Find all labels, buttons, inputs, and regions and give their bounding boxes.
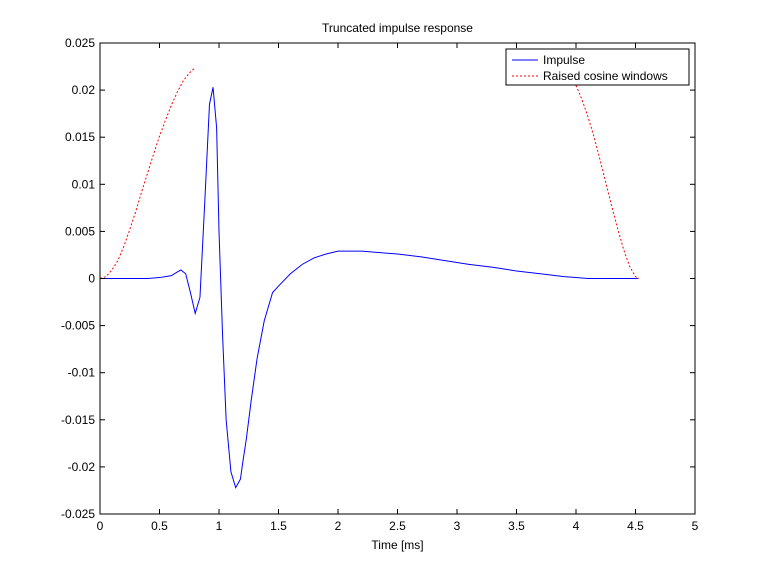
legend-label-raised-cosine-windows: Raised cosine windows — [543, 69, 668, 83]
series-layer — [99, 67, 640, 489]
series-raised-cosine-windows-line-2 — [575, 85, 640, 279]
x-tick-label: 2 — [335, 519, 342, 533]
x-tick-label: 3.5 — [508, 519, 525, 533]
y-tick-label: 0.025 — [65, 36, 95, 50]
legend-box — [505, 48, 690, 86]
y-tick-label: 0 — [88, 272, 95, 286]
x-tick-label: 0 — [97, 519, 104, 533]
x-tick-label: 5 — [692, 519, 699, 533]
y-tick-label: -0.005 — [61, 319, 95, 333]
legend-label-impulse: Impulse — [543, 53, 585, 67]
x-tick-label: 2.5 — [389, 519, 406, 533]
chart-title: Truncated impulse response — [322, 21, 473, 35]
x-tick-label: 4 — [573, 519, 580, 533]
x-tick-label: 4.5 — [627, 519, 644, 533]
legend: Impulse Raised cosine windows — [505, 48, 690, 86]
y-tick-label: -0.01 — [68, 366, 96, 380]
x-tick-label: 1 — [216, 519, 223, 533]
series-raised-cosine-windows-line — [99, 67, 196, 279]
y-tick-label: 0.02 — [72, 83, 96, 97]
axes-layer: 0 0.5 1 1.5 2 2.5 3 3.5 4 4.5 5 -0.025 -0.02 -0.015 -0… — [61, 36, 699, 533]
y-tick-label: -0.025 — [61, 507, 95, 521]
series-impulse-line — [100, 87, 638, 489]
y-tick-label: -0.02 — [68, 460, 96, 474]
x-tick-label: 1.5 — [270, 519, 287, 533]
y-tick-label: 0.015 — [65, 130, 95, 144]
x-tick-label: 0.5 — [151, 519, 168, 533]
x-tick-label: 3 — [454, 519, 461, 533]
y-tick-label: 0.01 — [72, 177, 96, 191]
y-tick-label: -0.015 — [61, 413, 95, 427]
y-tick-label: 0.005 — [65, 224, 95, 238]
x-axis-label: Time [ms] — [371, 538, 423, 552]
